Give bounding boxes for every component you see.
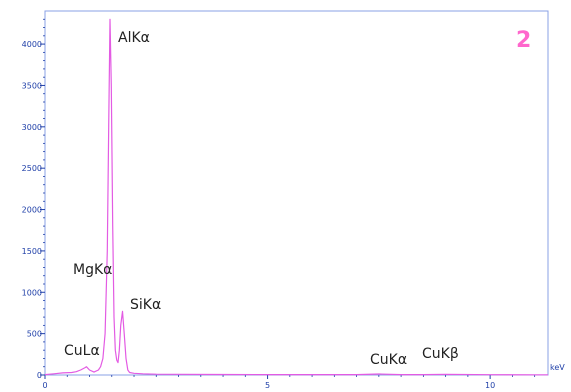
plot-frame xyxy=(44,10,549,376)
peak-label: AlKα xyxy=(118,30,150,46)
y-tick-label: 0 xyxy=(37,371,42,380)
spectrum-line xyxy=(44,18,548,376)
peak-label: CuKα xyxy=(370,352,407,368)
peak-label: MgKα xyxy=(73,262,112,278)
x-tick-label: 5 xyxy=(265,381,270,390)
x-tick-label: 0 xyxy=(42,381,47,390)
peak-label: SiKα xyxy=(130,297,161,313)
y-tick-label: 1000 xyxy=(22,288,42,297)
panel-label: 2 xyxy=(516,28,531,53)
y-tick-label: 3500 xyxy=(22,81,42,90)
y-tick-label: 2500 xyxy=(22,164,42,173)
y-tick-label: 3000 xyxy=(22,123,42,132)
series-layer xyxy=(44,18,548,376)
y-tick-label: 2000 xyxy=(22,206,42,215)
x-axis-unit-label: keV xyxy=(550,363,565,372)
y-tick-label: 1500 xyxy=(22,247,42,256)
y-tick-label: 500 xyxy=(27,330,42,339)
axes: 0 500 1000 1500 2000 2500 3000 3500 4000 0 5 10 xyxy=(22,18,536,390)
y-tick-label: 4000 xyxy=(22,40,42,49)
annotation-layer: AlKα MgKα SiKα CuLα CuKα CuKβ xyxy=(64,30,459,368)
peak-label: CuKβ xyxy=(422,346,459,362)
peak-label: CuLα xyxy=(64,343,100,359)
x-tick-label: 10 xyxy=(485,381,495,390)
